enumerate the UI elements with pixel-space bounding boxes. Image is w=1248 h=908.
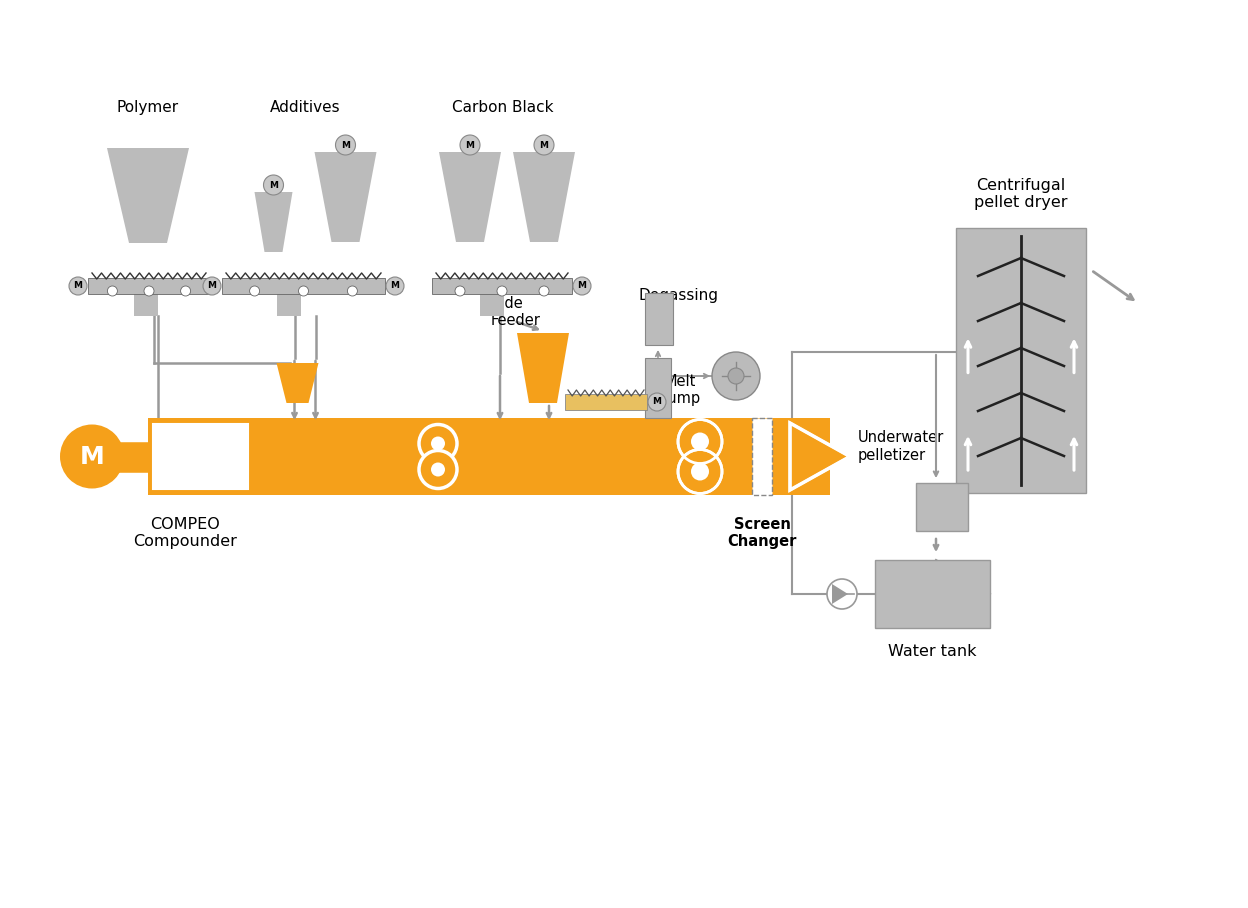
Text: Side
Feeder: Side Feeder [490,296,540,328]
Circle shape [534,135,554,155]
Text: Carbon Black: Carbon Black [452,100,554,115]
FancyBboxPatch shape [916,483,968,531]
Text: M: M [207,281,216,291]
Circle shape [60,425,124,489]
Text: M: M [391,281,399,291]
Circle shape [419,425,457,462]
Circle shape [539,286,549,296]
Circle shape [347,286,357,296]
FancyBboxPatch shape [753,418,773,495]
Text: Degassing: Degassing [638,288,718,303]
Text: Underwater
pelletizer: Underwater pelletizer [859,430,945,463]
Circle shape [419,450,457,489]
Circle shape [250,286,260,296]
Circle shape [713,352,760,400]
Circle shape [691,462,709,480]
Polygon shape [107,148,188,243]
FancyBboxPatch shape [432,278,572,294]
Circle shape [678,419,723,463]
Circle shape [386,277,404,295]
Text: Melt
pump: Melt pump [659,373,701,406]
FancyBboxPatch shape [956,228,1086,493]
Circle shape [456,286,466,296]
FancyBboxPatch shape [154,424,248,489]
Text: M: M [341,141,349,150]
Text: M: M [466,141,474,150]
Circle shape [69,277,87,295]
Text: COMPEO
Compounder: COMPEO Compounder [134,517,237,549]
Polygon shape [513,152,575,242]
Text: M: M [270,181,278,190]
Circle shape [203,277,221,295]
Text: Water tank: Water tank [889,644,977,659]
FancyBboxPatch shape [875,560,990,628]
Circle shape [678,449,723,494]
Text: Polymer: Polymer [117,100,178,115]
Text: M: M [80,445,105,469]
Polygon shape [517,333,569,403]
Polygon shape [277,363,318,403]
Text: Additives: Additives [270,100,341,115]
FancyBboxPatch shape [149,418,830,495]
Circle shape [298,286,308,296]
Circle shape [144,286,154,296]
Circle shape [431,462,446,477]
Circle shape [263,175,283,195]
Text: M: M [74,281,82,291]
Polygon shape [255,192,292,252]
Circle shape [648,393,666,411]
FancyBboxPatch shape [645,358,671,418]
Circle shape [181,286,191,296]
Text: M: M [578,281,587,291]
Circle shape [728,368,744,384]
Circle shape [573,277,592,295]
FancyBboxPatch shape [222,278,384,294]
FancyBboxPatch shape [277,294,301,316]
FancyBboxPatch shape [89,278,210,294]
FancyBboxPatch shape [565,394,646,410]
FancyBboxPatch shape [134,294,158,316]
Text: M: M [653,398,661,407]
Circle shape [461,135,480,155]
Circle shape [107,286,117,296]
Text: Centrifugal
pellet dryer: Centrifugal pellet dryer [975,178,1068,210]
Polygon shape [314,152,377,242]
Circle shape [827,579,857,609]
Text: Screen
Changer: Screen Changer [728,517,796,549]
FancyBboxPatch shape [480,294,504,316]
Circle shape [691,432,709,450]
Circle shape [336,135,356,155]
Circle shape [497,286,507,296]
Polygon shape [832,584,847,604]
Polygon shape [439,152,500,242]
Polygon shape [790,423,850,490]
Circle shape [431,437,446,450]
Polygon shape [248,426,268,487]
FancyBboxPatch shape [645,293,673,345]
Text: M: M [539,141,549,150]
